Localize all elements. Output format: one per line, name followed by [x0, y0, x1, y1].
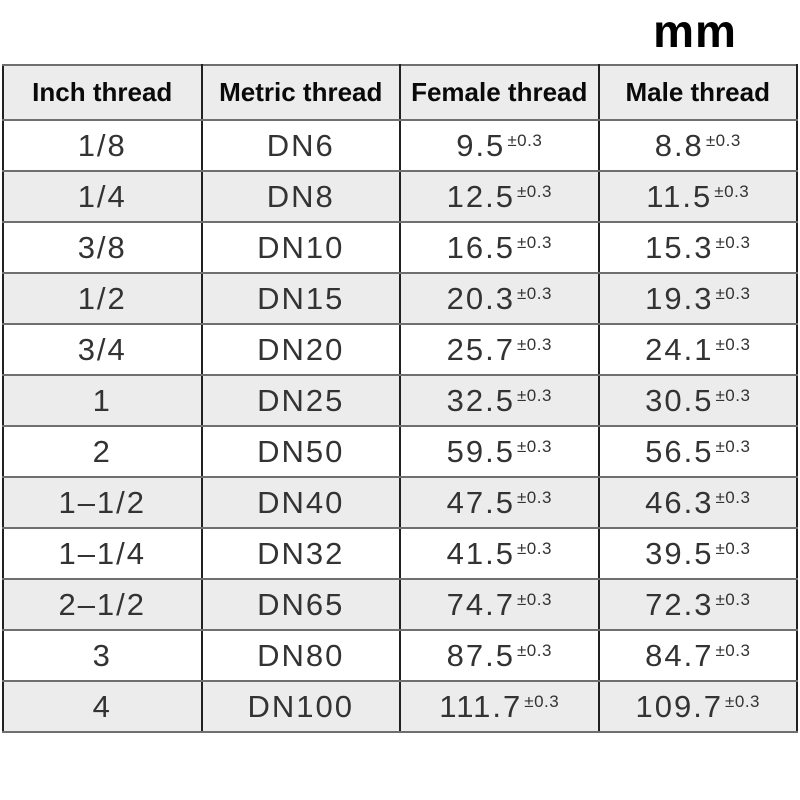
tolerance-superscript: ±0.3 — [516, 589, 552, 609]
female-thread-cell: 74.7 ±0.3 — [399, 578, 600, 631]
metric-thread-cell: DN80 — [200, 629, 401, 682]
header-row: Inch thread Metric thread Female thread … — [2, 64, 798, 121]
tolerance-superscript: ±0.3 — [715, 283, 751, 303]
female-thread-cell: 25.7 ±0.3 — [399, 323, 600, 376]
female-thread-cell: 47.5 ±0.3 — [399, 476, 600, 529]
column-header-inch-thread: Inch thread — [2, 64, 203, 121]
female-thread-cell: 59.5 ±0.3 — [399, 425, 600, 478]
inch-thread-cell: 1/2 — [2, 272, 203, 325]
table-header: Inch thread Metric thread Female thread … — [2, 64, 798, 121]
female-thread-cell: 32.5 ±0.3 — [399, 374, 600, 427]
female-thread-cell: 12.5 ±0.3 — [399, 170, 600, 223]
table-row: 1–1/4 DN32 41.5 ±0.3 39.5 ±0.3 — [2, 527, 798, 580]
table-row: 1 DN25 32.5 ±0.3 30.5 ±0.3 — [2, 374, 798, 427]
male-thread-cell: 19.3 ±0.3 — [597, 272, 798, 325]
tolerance-superscript: ±0.3 — [516, 334, 552, 354]
tolerance-superscript: ±0.3 — [715, 640, 751, 660]
inch-thread-cell: 1 — [2, 374, 203, 427]
male-thread-cell: 56.5 ±0.3 — [597, 425, 798, 478]
female-thread-cell: 9.5 ±0.3 — [399, 119, 600, 172]
inch-thread-cell: 1–1/4 — [2, 527, 203, 580]
female-thread-cell: 20.3 ±0.3 — [399, 272, 600, 325]
metric-thread-cell: DN8 — [200, 170, 401, 223]
column-header-metric-thread: Metric thread — [200, 64, 401, 121]
tolerance-superscript: ±0.3 — [715, 487, 751, 507]
tolerance-superscript: ±0.3 — [715, 334, 751, 354]
male-thread-cell: 30.5 ±0.3 — [597, 374, 798, 427]
inch-thread-cell: 2 — [2, 425, 203, 478]
male-thread-cell: 109.7 ±0.3 — [597, 680, 798, 733]
column-header-male-thread: Male thread — [597, 64, 798, 121]
tolerance-superscript: ±0.3 — [516, 283, 552, 303]
tolerance-superscript: ±0.3 — [705, 130, 741, 150]
inch-thread-cell: 4 — [2, 680, 203, 733]
tolerance-superscript: ±0.3 — [516, 640, 552, 660]
tolerance-superscript: ±0.3 — [715, 436, 751, 456]
female-thread-cell: 16.5 ±0.3 — [399, 221, 600, 274]
table-row: 2 DN50 59.5 ±0.3 56.5 ±0.3 — [2, 425, 798, 478]
tolerance-superscript: ±0.3 — [524, 691, 560, 711]
tolerance-superscript: ±0.3 — [714, 181, 750, 201]
metric-thread-cell: DN25 — [200, 374, 401, 427]
table-row: 3/8 DN10 16.5 ±0.3 15.3 ±0.3 — [2, 221, 798, 274]
metric-thread-cell: DN40 — [200, 476, 401, 529]
tolerance-superscript: ±0.3 — [516, 436, 552, 456]
tolerance-superscript: ±0.3 — [715, 385, 751, 405]
metric-thread-cell: DN10 — [200, 221, 401, 274]
metric-thread-cell: DN6 — [200, 119, 401, 172]
tolerance-superscript: ±0.3 — [516, 487, 552, 507]
metric-thread-cell: DN15 — [200, 272, 401, 325]
metric-thread-cell: DN65 — [200, 578, 401, 631]
inch-thread-cell: 1–1/2 — [2, 476, 203, 529]
female-thread-cell: 111.7 ±0.3 — [399, 680, 600, 733]
inch-thread-cell: 3 — [2, 629, 203, 682]
table-row: 3/4 DN20 25.7 ±0.3 24.1 ±0.3 — [2, 323, 798, 376]
metric-thread-cell: DN100 — [200, 680, 401, 733]
tolerance-superscript: ±0.3 — [516, 232, 552, 252]
inch-thread-cell: 3/4 — [2, 323, 203, 376]
unit-label: mm — [653, 5, 737, 57]
tolerance-superscript: ±0.3 — [715, 232, 751, 252]
inch-thread-cell: 1/8 — [2, 119, 203, 172]
female-thread-cell: 87.5 ±0.3 — [399, 629, 600, 682]
tolerance-superscript: ±0.3 — [715, 589, 751, 609]
male-thread-cell: 15.3 ±0.3 — [597, 221, 798, 274]
male-thread-cell: 24.1 ±0.3 — [597, 323, 798, 376]
tolerance-superscript: ±0.3 — [516, 385, 552, 405]
table-body: 1/8 DN6 9.5 ±0.3 8.8 ±0.3 1/4 DN8 12.5 ±0.3 11.5 ±0… — [2, 119, 798, 733]
metric-thread-cell: DN50 — [200, 425, 401, 478]
female-thread-cell: 41.5 ±0.3 — [399, 527, 600, 580]
tolerance-superscript: ±0.3 — [715, 538, 751, 558]
inch-thread-cell: 1/4 — [2, 170, 203, 223]
inch-thread-cell: 3/8 — [2, 221, 203, 274]
male-thread-cell: 11.5 ±0.3 — [597, 170, 798, 223]
table-row: 1–1/2 DN40 47.5 ±0.3 46.3 ±0.3 — [2, 476, 798, 529]
table-row: 2–1/2 DN65 74.7 ±0.3 72.3 ±0.3 — [2, 578, 798, 631]
table-row: 3 DN80 87.5 ±0.3 84.7 ±0.3 — [2, 629, 798, 682]
tolerance-superscript: ±0.3 — [516, 538, 552, 558]
thread-size-table: Inch thread Metric thread Female thread … — [2, 64, 798, 733]
inch-thread-cell: 2–1/2 — [2, 578, 203, 631]
male-thread-cell: 84.7 ±0.3 — [597, 629, 798, 682]
tolerance-superscript: ±0.3 — [725, 691, 761, 711]
table-row: 1/2 DN15 20.3 ±0.3 19.3 ±0.3 — [2, 272, 798, 325]
table-row: 1/8 DN6 9.5 ±0.3 8.8 ±0.3 — [2, 119, 798, 172]
column-header-female-thread: Female thread — [399, 64, 600, 121]
metric-thread-cell: DN20 — [200, 323, 401, 376]
male-thread-cell: 39.5 ±0.3 — [597, 527, 798, 580]
tolerance-superscript: ±0.3 — [507, 130, 543, 150]
male-thread-cell: 46.3 ±0.3 — [597, 476, 798, 529]
table-row: 1/4 DN8 12.5 ±0.3 11.5 ±0.3 — [2, 170, 798, 223]
table-row: 4 DN100 111.7 ±0.3 109.7 ±0.3 — [2, 680, 798, 733]
male-thread-cell: 72.3 ±0.3 — [597, 578, 798, 631]
male-thread-cell: 8.8 ±0.3 — [597, 119, 798, 172]
tolerance-superscript: ±0.3 — [516, 181, 552, 201]
metric-thread-cell: DN32 — [200, 527, 401, 580]
